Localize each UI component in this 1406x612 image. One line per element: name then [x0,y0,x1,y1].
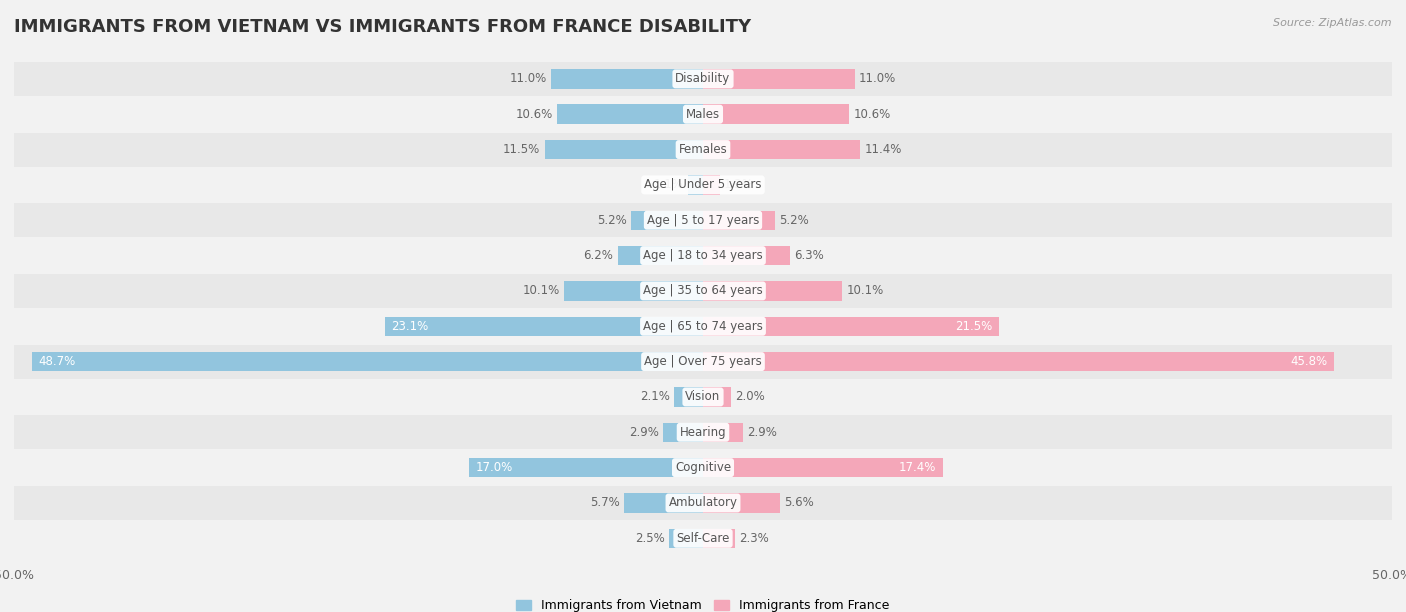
Text: Disability: Disability [675,72,731,85]
Text: 5.2%: 5.2% [779,214,808,226]
Text: Age | 35 to 64 years: Age | 35 to 64 years [643,285,763,297]
Text: Vision: Vision [685,390,721,403]
Bar [703,105,849,124]
Text: Females: Females [679,143,727,156]
Text: IMMIGRANTS FROM VIETNAM VS IMMIGRANTS FROM FRANCE DISABILITY: IMMIGRANTS FROM VIETNAM VS IMMIGRANTS FR… [14,18,751,36]
Text: 21.5%: 21.5% [955,319,993,333]
Legend: Immigrants from Vietnam, Immigrants from France: Immigrants from Vietnam, Immigrants from… [512,594,894,612]
Bar [14,274,1392,308]
Text: Self-Care: Self-Care [676,532,730,545]
Text: 2.9%: 2.9% [628,426,659,439]
Text: 23.1%: 23.1% [392,319,429,333]
Text: Hearing: Hearing [679,426,727,439]
Bar [703,458,943,477]
Bar [32,352,703,371]
Bar [557,105,703,124]
Bar [664,422,703,442]
Text: 11.4%: 11.4% [865,143,901,156]
Text: Age | Over 75 years: Age | Over 75 years [644,355,762,368]
Bar [703,422,742,442]
Text: 11.0%: 11.0% [510,72,547,85]
Bar [14,309,1392,343]
Text: 1.2%: 1.2% [724,178,754,192]
Text: Cognitive: Cognitive [675,461,731,474]
Bar [14,239,1392,272]
Text: Males: Males [686,108,720,121]
Text: Source: ZipAtlas.com: Source: ZipAtlas.com [1274,18,1392,28]
Text: 2.0%: 2.0% [735,390,765,403]
Bar [617,246,703,265]
Bar [703,140,860,159]
Bar [673,387,703,406]
Bar [14,521,1392,555]
Bar [703,246,790,265]
Bar [14,133,1392,166]
Text: 10.6%: 10.6% [853,108,890,121]
Text: Age | 65 to 74 years: Age | 65 to 74 years [643,319,763,333]
Text: 5.2%: 5.2% [598,214,627,226]
Text: 5.7%: 5.7% [591,496,620,509]
Text: 10.1%: 10.1% [523,285,560,297]
Bar [14,450,1392,485]
Text: 45.8%: 45.8% [1291,355,1327,368]
Text: 17.0%: 17.0% [475,461,513,474]
Bar [703,69,855,89]
Text: 2.1%: 2.1% [640,390,669,403]
Bar [551,69,703,89]
Text: 48.7%: 48.7% [39,355,76,368]
Text: 6.2%: 6.2% [583,249,613,262]
Bar [703,316,1000,336]
Text: 17.4%: 17.4% [898,461,936,474]
Text: 5.6%: 5.6% [785,496,814,509]
Bar [564,281,703,300]
Bar [703,175,720,195]
Text: 1.1%: 1.1% [654,178,683,192]
Bar [624,493,703,513]
Bar [468,458,703,477]
Bar [14,486,1392,520]
Text: 2.3%: 2.3% [738,532,769,545]
Bar [14,203,1392,237]
Bar [385,316,703,336]
Text: 6.3%: 6.3% [794,249,824,262]
Bar [703,352,1334,371]
Text: 11.0%: 11.0% [859,72,896,85]
Bar [14,345,1392,379]
Text: 10.6%: 10.6% [516,108,553,121]
Bar [669,529,703,548]
Text: Age | 5 to 17 years: Age | 5 to 17 years [647,214,759,226]
Bar [14,97,1392,131]
Bar [703,529,735,548]
Text: 11.5%: 11.5% [503,143,540,156]
Text: Age | 18 to 34 years: Age | 18 to 34 years [643,249,763,262]
Bar [14,380,1392,414]
Bar [631,211,703,230]
Text: 2.9%: 2.9% [747,426,778,439]
Bar [703,211,775,230]
Bar [703,387,731,406]
Text: 10.1%: 10.1% [846,285,883,297]
Bar [14,416,1392,449]
Bar [14,62,1392,96]
Bar [688,175,703,195]
Bar [703,493,780,513]
Text: 2.5%: 2.5% [634,532,665,545]
Text: Ambulatory: Ambulatory [668,496,738,509]
Bar [703,281,842,300]
Text: Age | Under 5 years: Age | Under 5 years [644,178,762,192]
Bar [14,168,1392,202]
Bar [544,140,703,159]
